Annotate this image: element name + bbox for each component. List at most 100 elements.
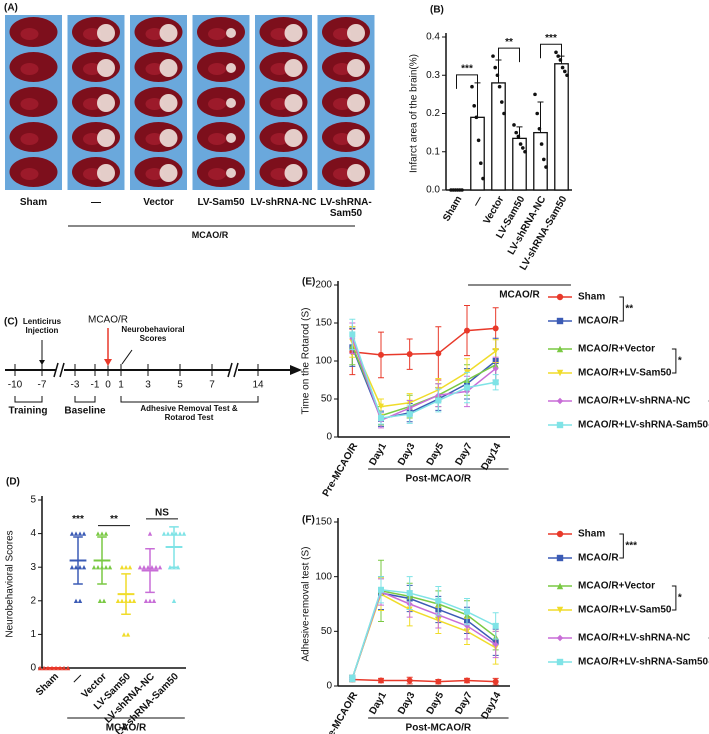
x-tick-label: Day5	[425, 690, 447, 717]
photo-label: Vector	[143, 197, 174, 208]
data-point	[497, 84, 502, 89]
data-point	[544, 165, 548, 169]
significance-bracket	[619, 296, 624, 322]
marker	[464, 608, 470, 615]
marker	[149, 565, 155, 570]
brain-core	[145, 133, 164, 145]
significance-bracket	[540, 43, 562, 59]
legend-marker	[556, 530, 564, 538]
timeline-label: Training	[9, 406, 48, 417]
y-axis-label: Adhesive-removal test (S)	[301, 546, 312, 661]
significance-label: **	[110, 514, 118, 525]
data-point	[533, 92, 537, 97]
brain-core	[270, 133, 289, 145]
significance-label: ***	[72, 514, 84, 525]
marker	[435, 678, 442, 685]
arrow-head	[290, 365, 302, 375]
marker	[406, 351, 413, 358]
y-tick-label: 0.2	[426, 108, 440, 119]
data-point	[514, 130, 518, 135]
series-line	[351, 337, 497, 422]
marker	[145, 565, 151, 570]
marker	[406, 677, 413, 684]
legend-label: MCAO/R+LV-Sam50	[578, 368, 672, 379]
day-label: 14	[252, 380, 264, 391]
marker	[119, 565, 125, 570]
marker	[171, 598, 177, 603]
x-tick-label: Day1	[367, 441, 389, 468]
photo-label: LV-shRNA-Sam50	[320, 197, 372, 219]
x-tick-label: —	[471, 194, 486, 208]
marker	[73, 565, 79, 570]
legend-marker	[556, 317, 564, 325]
marker	[378, 677, 384, 684]
series-line	[351, 334, 496, 419]
marker	[147, 531, 153, 536]
marker	[492, 325, 499, 332]
y-axis-label: Time on the Rotarod (S)	[301, 308, 312, 415]
panel-label: (F)	[302, 515, 315, 526]
timeline-label: Lenticirus Injection	[22, 317, 62, 335]
legend-label: MCAO/R+LV-shRNA-NC	[578, 396, 690, 407]
marker	[119, 598, 125, 603]
marker	[73, 531, 79, 536]
marker	[103, 565, 109, 570]
infarct	[347, 164, 365, 182]
legend-marker	[556, 397, 564, 405]
legend-label: MCAO/R	[578, 316, 619, 327]
marker	[103, 531, 109, 536]
infarct	[159, 24, 178, 42]
error-bar	[121, 573, 131, 615]
y-tick-label: 150	[315, 517, 332, 528]
marker	[143, 598, 149, 603]
significance-bracket	[456, 74, 478, 89]
marker	[378, 586, 384, 593]
series-line	[352, 678, 496, 683]
brain-core	[145, 98, 164, 110]
marker	[73, 598, 79, 603]
bar	[491, 82, 506, 191]
data-point	[470, 84, 474, 89]
y-tick-label: 0	[30, 663, 36, 674]
bar	[512, 137, 527, 191]
marker	[464, 677, 470, 684]
data-point	[523, 149, 527, 154]
bar	[533, 131, 548, 191]
data-point	[491, 54, 495, 58]
marker	[157, 565, 163, 570]
timeline-label: MCAO/R	[88, 315, 128, 326]
marker	[406, 411, 413, 418]
y-tick-label: 1	[30, 629, 36, 640]
marker	[99, 531, 105, 536]
significance-bracket	[619, 533, 624, 559]
legend-label: Sham	[578, 292, 605, 303]
marker	[121, 632, 127, 637]
marker	[492, 678, 499, 685]
marker	[115, 598, 121, 603]
marker	[37, 665, 43, 671]
x-tick-label: Day7	[453, 690, 475, 717]
x-tick-label: Day14	[479, 441, 503, 472]
x-tick-label: Day1	[367, 690, 389, 717]
y-tick-label: 0.4	[426, 32, 440, 43]
brain-core	[20, 63, 39, 75]
y-tick-label: 0	[326, 681, 332, 692]
brain-core	[270, 98, 289, 110]
brain-core	[20, 133, 39, 145]
legend-marker	[556, 293, 564, 301]
brain-core	[333, 168, 351, 180]
error-bar	[169, 526, 179, 568]
infarct	[347, 24, 365, 42]
marker	[77, 598, 83, 603]
significance-label: NS	[155, 508, 169, 519]
x-tick-label: Day7	[453, 441, 475, 468]
brain-core	[20, 168, 39, 180]
significance-label: ***	[461, 64, 473, 75]
marker	[181, 531, 187, 536]
marker	[127, 598, 133, 603]
series-line	[351, 593, 497, 679]
marker	[492, 641, 499, 648]
marker	[492, 622, 499, 629]
infarct	[97, 164, 115, 182]
